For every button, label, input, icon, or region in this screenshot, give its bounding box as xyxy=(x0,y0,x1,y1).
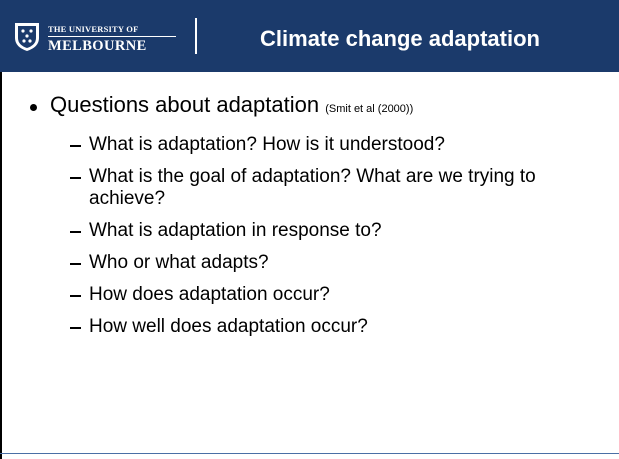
bullet-marker xyxy=(30,104,37,111)
sub-item: What is adaptation? How is it understood… xyxy=(89,134,445,155)
sub-item: Who or what adapts? xyxy=(89,252,269,273)
dash-marker xyxy=(70,177,81,179)
sub-item: What is adaptation in response to? xyxy=(89,220,382,241)
crest xyxy=(15,23,39,51)
logo-rule xyxy=(48,36,176,37)
dash-marker xyxy=(70,295,81,297)
bottom-rule xyxy=(0,453,619,454)
left-rule xyxy=(0,72,2,459)
slide-title: Climate change adaptation xyxy=(260,26,540,51)
bullet-main: Questions about adaptation xyxy=(50,92,320,117)
divider xyxy=(195,18,197,54)
dash-marker xyxy=(70,327,81,329)
sub-item: How does adaptation occur? xyxy=(89,284,330,305)
dash-marker xyxy=(70,231,81,233)
header: THE UNIVERSITY OF MELBOURNE Climate chan… xyxy=(0,0,619,72)
logo-text-bottom: MELBOURNE xyxy=(48,38,147,54)
dash-marker xyxy=(70,145,81,147)
citation: (Smit et al (2000)) xyxy=(325,103,414,115)
sub-item: What is the goal of adaptation? What are… xyxy=(89,166,536,209)
dash-marker xyxy=(70,263,81,265)
logo-text-top: THE UNIVERSITY OF xyxy=(48,24,139,34)
bullet-text: Questions about adaptation (Smit et al (… xyxy=(50,92,413,118)
sub-item: How well does adaptation occur? xyxy=(89,316,368,337)
